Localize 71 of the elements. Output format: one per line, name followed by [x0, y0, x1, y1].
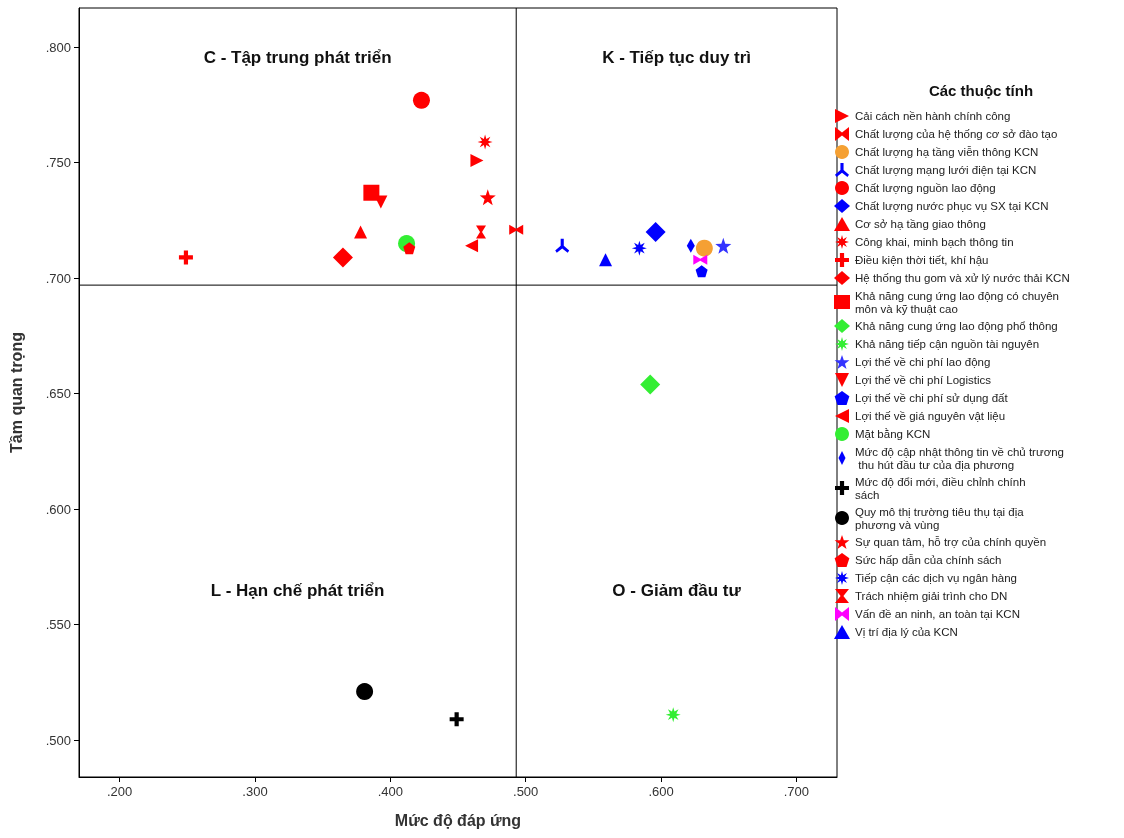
legend-label: Cải cách nền hành chính công	[855, 110, 1011, 122]
y-tick-label: .750	[45, 155, 71, 171]
legend-label: Lợi thế về giá nguyên vật liệu	[855, 410, 1006, 422]
legend-label: Công khai, minh bạch thông tin	[855, 236, 1014, 248]
point	[470, 153, 484, 167]
x-tick-label: .300	[242, 784, 268, 799]
legend-label: Sức hấp dẫn của chính sách	[855, 554, 1002, 566]
annotation: L - Hạn chế phát triển	[210, 580, 385, 600]
legend-label: Mặt bằng KCN	[855, 428, 931, 440]
legend-label: Vấn đề an ninh, an toàn tại KCN	[855, 608, 1020, 620]
point	[363, 184, 380, 201]
x-tick-label: .500	[513, 784, 539, 799]
y-tick-label: .650	[45, 386, 71, 402]
point	[693, 254, 708, 265]
point	[665, 707, 681, 723]
point	[695, 239, 713, 257]
point	[356, 683, 374, 701]
legend-label: Chất lượng hạ tầng viễn thông KCN	[855, 146, 1039, 158]
point	[477, 134, 493, 150]
point	[332, 247, 353, 268]
point	[374, 195, 388, 209]
legend-label: Chất lượng mạng lưới điện tại KCN	[855, 164, 1037, 176]
y-axis-title: Tầm quan trọng	[7, 332, 25, 453]
y-tick-label: .600	[45, 501, 71, 517]
point	[509, 224, 524, 235]
point	[645, 222, 666, 242]
legend-label: Chất lượng của hệ thống cơ sở đào tạo	[855, 128, 1058, 140]
point	[599, 253, 613, 267]
legend-label: Hệ thống thu gom và xử lý nước thải KCN	[855, 272, 1070, 284]
point	[465, 239, 479, 253]
legend-label: Trách nhiệm giải trình cho DN	[855, 590, 1008, 602]
legend-label: Sự quan tâm, hỗ trợ của chính quyền	[855, 536, 1047, 548]
legend-title: Các thuộc tính	[928, 81, 1034, 99]
point	[479, 189, 496, 206]
legend-label: Khả năng cung ứng lao động phổ thông	[855, 320, 1058, 332]
point	[412, 91, 430, 109]
legend-label: Mức độ đổi mới, điều chỉnh chính sách	[855, 475, 1029, 501]
annotation: K - Tiếp tục duy trì	[602, 48, 752, 68]
annotation: O - Giảm đầu tư	[612, 580, 742, 600]
x-tick-label: .200	[106, 784, 133, 799]
legend-label: Khả năng tiếp cận nguồn tài nguyên	[855, 338, 1040, 350]
point	[449, 712, 464, 727]
point	[631, 240, 647, 256]
legend-label: Lợi thế về chi phí sử dụng đất	[855, 392, 1009, 404]
y-tick-label: .500	[45, 732, 71, 748]
point	[354, 225, 368, 239]
point	[476, 225, 487, 239]
y-tick-label: .700	[45, 270, 71, 286]
legend-label: Chất lượng nước phục vụ SX tại KCN	[855, 200, 1049, 212]
legend-label: Quy mô thị trường tiêu thụ tại địa phương và vùng	[855, 505, 1027, 531]
legend-label: Lợi thế về chi phí lao động	[855, 356, 991, 368]
legend-label: Chất lượng nguồn lao động	[855, 182, 996, 194]
legend-label: Tiếp cận các dịch vụ ngân hàng	[855, 572, 1017, 584]
x-axis-title: Mức độ đáp ứng	[394, 811, 522, 829]
point	[695, 265, 708, 278]
x-tick-label: .600	[648, 784, 674, 799]
x-tick-label: .400	[377, 784, 403, 799]
point	[640, 374, 661, 395]
annotation: C - Tập trung phát triển	[203, 48, 392, 68]
legend-label: Khả năng cung ứng lao động có chuyên môn và kỹ thuật cao	[855, 289, 1063, 315]
legend-label: Điều kiện thời tiết, khí hậu	[855, 254, 989, 266]
legend-label: Cơ sở hạ tầng giao thông	[855, 218, 986, 230]
legend-label: Vị trí địa lý của KCN	[855, 626, 958, 638]
legend-label: Lợi thế về chi phí Logistics	[855, 374, 992, 386]
y-tick-label: .550	[45, 617, 71, 633]
point	[715, 237, 732, 254]
point	[555, 238, 570, 253]
legend-label: Mức độ cập nhật thông tin về chủ trương thu hút đầu tư của địa phương	[855, 445, 1064, 471]
point	[178, 250, 193, 265]
y-tick-label: .800	[45, 39, 71, 55]
x-tick-label: .700	[783, 784, 810, 799]
